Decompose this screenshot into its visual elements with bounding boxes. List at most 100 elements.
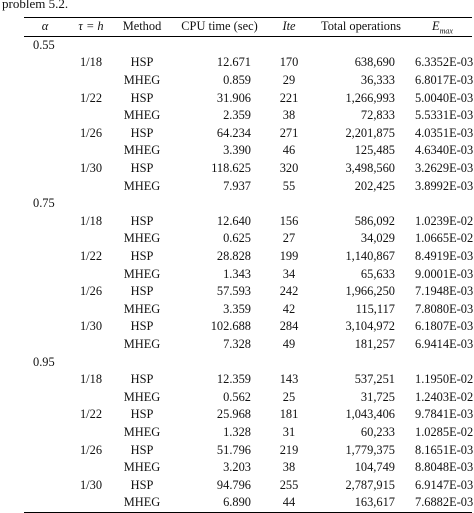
cell-ite: 271 xyxy=(279,125,299,140)
cell-cpu-time: 0.625 xyxy=(223,231,251,246)
cell-ite: 49 xyxy=(282,336,296,351)
cell-ite: 38 xyxy=(282,460,296,475)
cell-total-operations: 2,201,875 xyxy=(345,125,395,140)
table-row: MHEG 1.328 31 60,233 1.0285E-02 xyxy=(24,424,473,442)
cell-total-operations: 1,043,406 xyxy=(345,407,395,422)
header-total-operations: Total operations xyxy=(307,17,415,37)
cell-alpha xyxy=(24,336,66,354)
cell-method: HSP xyxy=(130,319,154,334)
cell-method: HSP xyxy=(130,90,154,105)
cell-emax: 6.3352E-03 xyxy=(415,55,474,70)
cell-ite xyxy=(271,36,307,54)
cell-total-operations: 72,833 xyxy=(360,108,395,123)
cell-tau: 1/22 xyxy=(79,407,103,422)
table-row: MHEG 0.859 29 36,333 6.8017E-03 xyxy=(24,72,474,90)
cell-emax xyxy=(415,36,472,54)
cell-total-operations: 2,787,915 xyxy=(345,477,395,492)
table-row: MHEG 0.562 25 31,725 1.2403E-02 xyxy=(24,388,474,406)
cell-ite: 31 xyxy=(282,424,296,439)
cell-cpu-time xyxy=(168,353,271,371)
cell-tau: 1/22 xyxy=(79,90,103,105)
cell-cpu-time: 57.593 xyxy=(216,284,251,299)
table-row: 1/30 HSP 94.796 255 2,787,915 6.9147E-03 xyxy=(24,476,473,494)
cell-tau xyxy=(66,301,116,319)
table-row: MHEG 3.390 46 125,485 4.6340E-03 xyxy=(24,142,474,160)
cell-total-operations: 1,779,375 xyxy=(345,442,395,457)
cell-ite: 42 xyxy=(282,301,296,316)
cell-cpu-time xyxy=(168,36,271,54)
cell-method xyxy=(116,353,168,371)
cell-emax: 8.1651E-03 xyxy=(415,442,474,457)
cell-tau xyxy=(66,265,116,283)
cell-cpu-time: 102.688 xyxy=(210,319,251,334)
cell-ite: 55 xyxy=(282,178,296,193)
cell-total-operations: 31,725 xyxy=(360,389,395,404)
cell-cpu-time: 3.359 xyxy=(223,301,251,316)
cell-cpu-time: 2.359 xyxy=(223,108,251,123)
table-row: 1/22 HSP 25.968 181 1,043,406 9.7841E-03 xyxy=(24,406,473,424)
cell-total-operations: 638,690 xyxy=(354,55,395,70)
cell-total-operations: 3,498,560 xyxy=(345,161,395,176)
cell-emax: 1.2403E-02 xyxy=(415,389,474,404)
cell-alpha xyxy=(24,72,66,90)
header-cpu-time: CPU time (sec) xyxy=(168,17,271,37)
cell-tau xyxy=(66,177,116,195)
cell-alpha xyxy=(24,230,66,248)
table-row: MHEG 0.625 27 34,029 1.0665E-02 xyxy=(24,230,474,248)
cell-method xyxy=(116,195,168,213)
cell-cpu-time: 1.343 xyxy=(223,266,251,281)
cell-emax: 8.8048E-03 xyxy=(415,460,474,475)
cell-emax: 1.0665E-02 xyxy=(415,231,474,246)
cell-total-operations: 1,966,250 xyxy=(345,284,395,299)
header-emax-base: E xyxy=(432,18,440,33)
cell-alpha xyxy=(24,371,66,389)
cell-total-operations: 537,251 xyxy=(354,372,395,387)
cell-alpha xyxy=(24,424,66,442)
cell-method: MHEG xyxy=(123,389,161,404)
cell-tau xyxy=(66,36,116,54)
cell-emax xyxy=(415,195,472,213)
cell-ite: 46 xyxy=(282,143,296,158)
cell-method: MHEG xyxy=(123,266,161,281)
table-row: MHEG 3.203 38 104,749 8.8048E-03 xyxy=(24,459,474,477)
cell-total-operations: 36,333 xyxy=(360,73,395,88)
cell-cpu-time: 0.562 xyxy=(223,389,251,404)
cell-cpu-time: 6.890 xyxy=(168,494,271,513)
cell-alpha xyxy=(24,441,66,459)
cell-tau: 1/26 xyxy=(79,442,103,457)
cell-method: MHEG xyxy=(123,231,161,246)
cell-emax: 7.1948E-03 xyxy=(415,284,474,299)
cell-emax: 6.9414E-03 xyxy=(415,336,474,351)
cell-emax: 1.0239E-02 xyxy=(415,213,474,228)
table-row: 1/18 HSP 12.671 170 638,690 6.3352E-03 xyxy=(24,54,474,72)
cell-method: HSP xyxy=(130,477,154,492)
table-row: 1/30 HSP 102.688 284 3,104,972 6.1807E-03 xyxy=(24,318,473,336)
table-row: 1/22 HSP 31.906 221 1,266,993 5.0040E-03 xyxy=(24,89,473,107)
cell-alpha xyxy=(24,54,66,72)
cell-alpha xyxy=(24,142,66,160)
cell-ite: 255 xyxy=(279,477,299,492)
cell-tau: 1/18 xyxy=(79,213,103,228)
cell-alpha xyxy=(24,125,66,143)
cell-tau xyxy=(66,72,116,90)
cell-ite: 219 xyxy=(279,442,299,457)
cell-method: MHEG xyxy=(123,336,161,351)
cell-tau xyxy=(66,195,116,213)
cell-ite: 156 xyxy=(279,213,299,228)
cell-alpha: 0.75 xyxy=(33,196,55,211)
cell-tau: 1/30 xyxy=(79,161,103,176)
table-row: MHEG 6.890 44 163,617 7.6882E-03 xyxy=(24,494,473,513)
table-row: MHEG 1.343 34 65,633 9.0001E-03 xyxy=(24,265,473,283)
header-row: α τ = h Method CPU time (sec) Ite Total … xyxy=(24,17,472,37)
cell-tau: 1/18 xyxy=(79,55,103,70)
cell-ite: 320 xyxy=(279,161,299,176)
cell-emax: 6.8017E-03 xyxy=(415,73,474,88)
cell-tau xyxy=(66,459,116,477)
cell-tau: 1/30 xyxy=(79,319,103,334)
cell-alpha xyxy=(24,213,66,231)
cell-ite: 38 xyxy=(282,108,296,123)
cell-emax: 4.6340E-03 xyxy=(415,143,474,158)
cell-alpha xyxy=(24,388,66,406)
cell-method: MHEG xyxy=(123,424,161,439)
cell-cpu-time: 64.234 xyxy=(216,125,251,140)
